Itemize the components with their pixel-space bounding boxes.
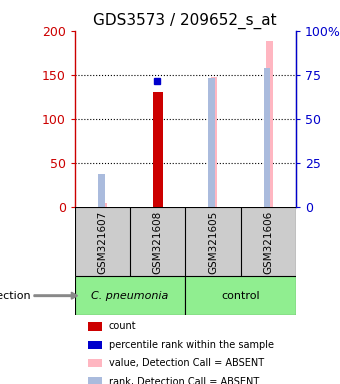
Bar <box>98 174 105 207</box>
Text: GSM321606: GSM321606 <box>263 211 273 274</box>
Text: rank, Detection Call = ABSENT: rank, Detection Call = ABSENT <box>109 377 259 384</box>
Text: percentile rank within the sample: percentile rank within the sample <box>109 340 274 350</box>
Text: control: control <box>221 291 260 301</box>
Text: C. pneumonia: C. pneumonia <box>91 291 169 301</box>
Title: GDS3573 / 209652_s_at: GDS3573 / 209652_s_at <box>94 13 277 29</box>
Bar <box>208 78 215 207</box>
Bar <box>100 203 107 207</box>
Bar <box>264 68 270 207</box>
Text: GSM321608: GSM321608 <box>153 211 163 274</box>
Text: GSM321607: GSM321607 <box>98 211 107 274</box>
Text: value, Detection Call = ABSENT: value, Detection Call = ABSENT <box>109 358 264 368</box>
Text: count: count <box>109 321 136 331</box>
Bar <box>153 92 163 207</box>
Text: GSM321605: GSM321605 <box>208 211 218 274</box>
Bar <box>266 41 273 207</box>
Bar <box>185 276 296 315</box>
Bar <box>75 276 185 315</box>
Text: infection: infection <box>0 291 31 301</box>
Bar <box>211 77 217 207</box>
